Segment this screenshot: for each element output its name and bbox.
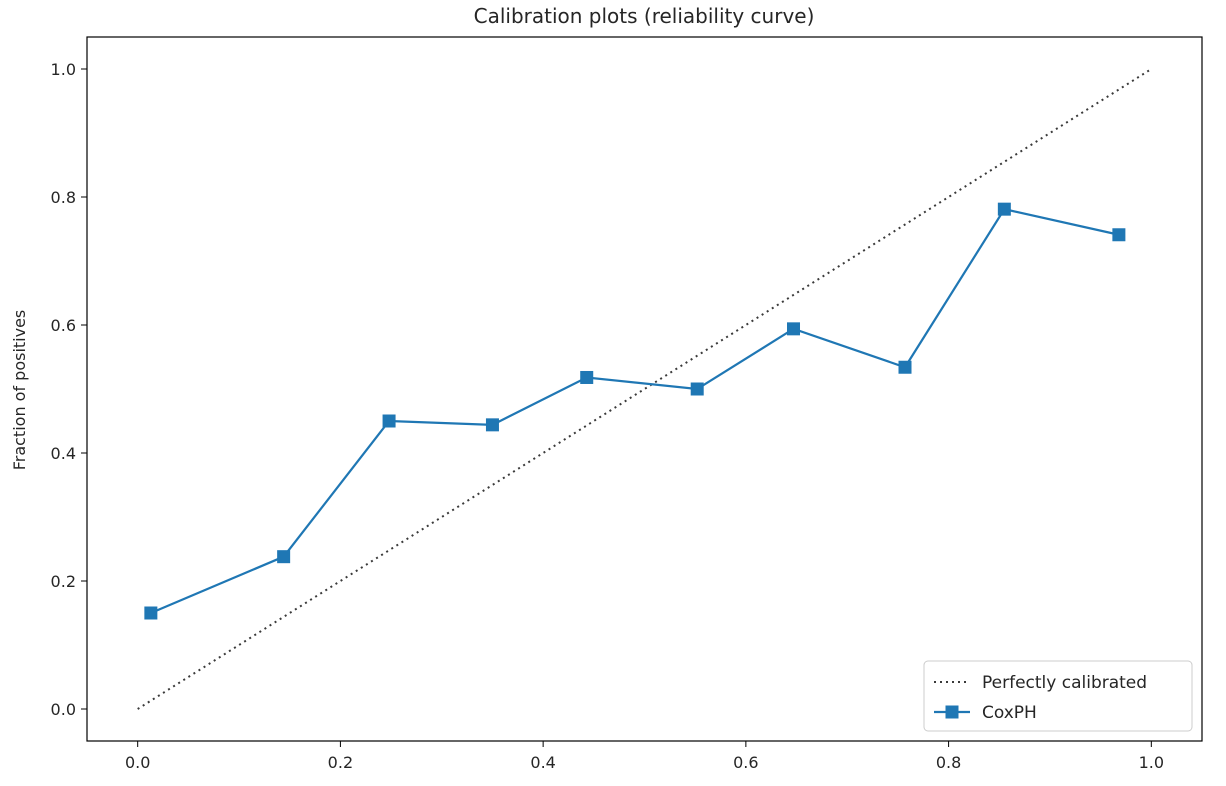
coxph-point: [787, 322, 801, 336]
coxph-point: [1112, 228, 1126, 242]
perfectly-calibrated-line: [137, 68, 1152, 710]
x-tick-label: 0.4: [530, 753, 555, 772]
x-tick-label: 0.6: [733, 753, 758, 772]
x-tick-label: 0.0: [125, 753, 150, 772]
coxph-point: [997, 202, 1011, 216]
y-tick-label: 0.8: [51, 188, 76, 207]
y-tick-label: 0.2: [51, 572, 76, 591]
coxph-point: [144, 606, 158, 620]
y-axis-label: Fraction of positives: [10, 310, 29, 471]
y-tick-label: 0.4: [51, 444, 76, 463]
coxph-point: [277, 550, 291, 564]
coxph-point: [898, 360, 912, 374]
y-tick-label: 0.0: [51, 700, 76, 719]
x-tick-label: 1.0: [1139, 753, 1164, 772]
legend-label-perfectly-calibrated: Perfectly calibrated: [982, 673, 1147, 693]
legend: Perfectly calibrated CoxPH: [923, 660, 1193, 732]
chart-title: Calibration plots (reliability curve): [474, 4, 815, 28]
coxph-line: [150, 207, 1120, 615]
legend-marker-coxph: [945, 705, 959, 719]
legend-label-coxph: CoxPH: [982, 703, 1037, 723]
coxph-point: [485, 418, 499, 432]
x-tick-label: 0.8: [936, 753, 961, 772]
coxph-point: [580, 370, 594, 384]
x-tick-label: 0.2: [328, 753, 353, 772]
coxph-point: [382, 414, 396, 428]
y-tick-label: 0.6: [51, 316, 76, 335]
plot-area: 0.0 0.2 0.4 0.6 0.8 1.0 0.0 0.2 0.4 0.6 0.8 1.0: [51, 36, 1203, 772]
axes-frame: [86, 36, 1203, 742]
y-tick-label: 1.0: [51, 60, 76, 79]
legend-box: [923, 660, 1193, 732]
coxph-point: [690, 382, 704, 396]
